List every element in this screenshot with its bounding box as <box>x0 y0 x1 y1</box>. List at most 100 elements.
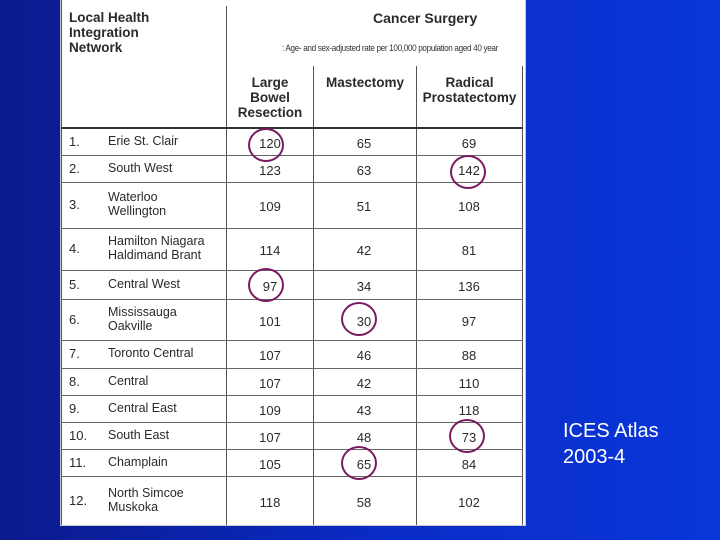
row-region-line: Muskoka <box>108 499 159 514</box>
row-region-line: North Simcoe <box>108 485 184 500</box>
row-region-line: Central West <box>108 276 181 291</box>
divider-col-2-3 <box>416 66 417 525</box>
row-value: 109 <box>259 402 281 418</box>
source-caption: ICES Atlas 2003-4 <box>563 418 659 470</box>
row-value: 107 <box>259 348 281 363</box>
row-divider <box>61 449 523 450</box>
row-number: 10. <box>69 427 88 443</box>
row-region: Central West <box>108 277 180 291</box>
row-divider <box>61 270 523 271</box>
row-value: 42 <box>356 375 372 391</box>
row-value: 108 <box>458 199 480 214</box>
row-value: 65 <box>356 135 372 151</box>
row-divider <box>61 422 523 423</box>
row-region-line: Haldimand Brant <box>108 248 202 262</box>
row-value: 101 <box>259 313 281 329</box>
highlight-circle-bowel-erie <box>248 128 284 162</box>
column-header-prostatectomy: Radical Prostatectomy <box>417 75 522 105</box>
row-region-line: Oakville <box>108 318 153 333</box>
row-number: 3. <box>69 197 80 212</box>
row-number: 11. <box>69 454 87 470</box>
divider-region-values <box>226 6 227 525</box>
network-header-line-2: Integration <box>69 25 139 40</box>
row-region-line: Mississauga <box>108 304 177 319</box>
rate-note: : Age- and sex-adjusted rate per 100,000… <box>282 43 499 54</box>
row-value: 84 <box>461 456 477 472</box>
row-region: Central <box>108 374 148 388</box>
row-value: 97 <box>461 313 477 329</box>
row-value: 110 <box>458 375 480 391</box>
divider-left <box>61 0 62 525</box>
row-value: 123 <box>259 162 281 178</box>
highlight-circle-prostate-southwest <box>450 155 486 189</box>
table-title: Cancer Surgery <box>373 10 478 26</box>
row-region-line: Central East <box>108 400 177 415</box>
row-value: 107 <box>259 429 281 445</box>
row-region: South East <box>108 428 169 442</box>
row-value: 114 <box>259 243 281 258</box>
row-value: 102 <box>458 494 480 510</box>
column-header-prostatectomy-line-2: Prostatectomy <box>422 90 517 105</box>
network-header: Local Health Integration Network <box>69 10 149 55</box>
row-divider <box>61 228 523 229</box>
row-divider <box>61 182 523 183</box>
row-region: Hamilton Niagara Haldimand Brant <box>108 234 205 262</box>
row-region-line: South West <box>108 160 173 175</box>
row-region-line: Champlain <box>108 454 168 469</box>
row-region: Waterloo Wellington <box>108 190 166 218</box>
column-header-bowel-line-3: Resection <box>237 105 303 120</box>
row-number: 2. <box>69 160 80 176</box>
row-region: Toronto Central <box>108 346 193 360</box>
row-value: 118 <box>458 402 480 418</box>
row-divider <box>61 340 523 341</box>
highlight-circle-mastectomy-champlain <box>341 446 377 480</box>
row-value: 109 <box>259 199 281 214</box>
row-value: 69 <box>461 135 477 151</box>
row-number: 8. <box>69 373 80 389</box>
row-region-line: Central <box>108 373 149 388</box>
row-region: Central East <box>108 401 177 415</box>
column-header-prostatectomy-line-1: Radical <box>445 75 494 90</box>
row-number: 5. <box>69 276 80 292</box>
row-number: 12. <box>69 492 88 508</box>
row-value: 81 <box>461 243 477 258</box>
row-value: 34 <box>356 278 372 294</box>
row-region: Champlain <box>108 455 168 469</box>
network-header-line-3: Network <box>69 40 123 55</box>
row-value: 136 <box>458 278 480 294</box>
row-region: Mississauga Oakville <box>108 305 177 333</box>
row-divider <box>61 395 523 396</box>
row-divider <box>61 155 523 156</box>
caption-line-1: ICES Atlas <box>563 420 659 442</box>
row-region: South West <box>108 161 172 175</box>
divider-col-1-2 <box>313 66 314 525</box>
row-number: 7. <box>69 346 80 361</box>
row-value: 105 <box>259 456 281 472</box>
highlight-circle-bowel-centralwest <box>248 268 284 302</box>
row-region: North Simcoe Muskoka <box>108 486 184 514</box>
row-number: 1. <box>69 133 80 149</box>
row-value: 58 <box>356 494 372 510</box>
network-header-line-1: Local Health <box>69 10 150 25</box>
divider-right <box>522 66 523 525</box>
row-value: 63 <box>356 162 372 178</box>
column-header-bowel-line-1: Large <box>251 75 289 90</box>
row-value: 51 <box>356 199 372 214</box>
row-divider <box>61 299 523 300</box>
row-value: 42 <box>356 243 372 258</box>
row-region-line: Hamilton Niagara <box>108 234 205 248</box>
highlight-circle-mastectomy-mississauga <box>341 302 377 336</box>
row-divider <box>61 368 523 369</box>
column-header-mastectomy-line-1: Mastectomy <box>325 75 405 90</box>
row-region-line: Erie St. Clair <box>108 133 179 148</box>
highlight-circle-prostate-southeast <box>449 419 485 453</box>
row-value: 43 <box>356 402 372 418</box>
row-number: 9. <box>69 400 80 416</box>
row-value: 46 <box>356 348 372 363</box>
column-header-bowel-line-2: Bowel <box>250 90 290 105</box>
row-value: 88 <box>461 348 477 363</box>
header-rule <box>61 127 523 129</box>
cancer-surgery-table: Local Health Integration Network Cancer … <box>61 0 525 525</box>
row-divider <box>61 476 523 477</box>
row-number: 6. <box>69 311 80 327</box>
